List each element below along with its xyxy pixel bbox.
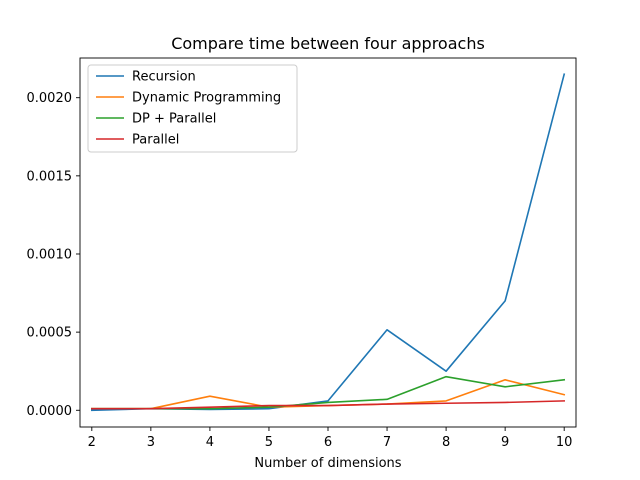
x-tick-label: 3 — [147, 435, 155, 450]
legend-box — [87, 64, 298, 153]
y-tick-label: 0.0020 — [27, 91, 73, 106]
y-tick-label: 0.0010 — [27, 247, 73, 262]
legend-label: Parallel — [132, 133, 179, 148]
y-tick-label: 0.0015 — [27, 169, 73, 184]
x-tick-label: 4 — [206, 435, 214, 450]
plot-area — [90, 73, 566, 412]
x-tick-label: 7 — [383, 435, 391, 450]
legend-label: Recursion — [132, 70, 196, 85]
legend-label: Dynamic Programming — [132, 91, 281, 106]
y-tick-label: 0.0005 — [27, 326, 73, 341]
y-tick-label: 0.0000 — [27, 404, 73, 419]
x-tick-label: 5 — [265, 435, 273, 450]
x-tick-label: 6 — [324, 435, 332, 450]
axes: 2 3 4 5 6 7 8 9 10 0.0000 0.0005 0.0010 0.0015 0.0020 — [27, 57, 577, 450]
legend-label: DP + Parallel — [132, 112, 216, 127]
x-tick-label: 10 — [556, 435, 573, 450]
x-tick-label: 9 — [501, 435, 509, 450]
x-tick-label: 8 — [442, 435, 450, 450]
chart-title: Compare time between four approachs — [171, 34, 485, 53]
x-axis-label: Number of dimensions — [254, 456, 401, 471]
series-line-parallel — [91, 400, 566, 410]
x-tick-label: 2 — [88, 435, 96, 450]
legend: Recursion Dynamic Programming DP + Paralle… — [87, 64, 298, 153]
